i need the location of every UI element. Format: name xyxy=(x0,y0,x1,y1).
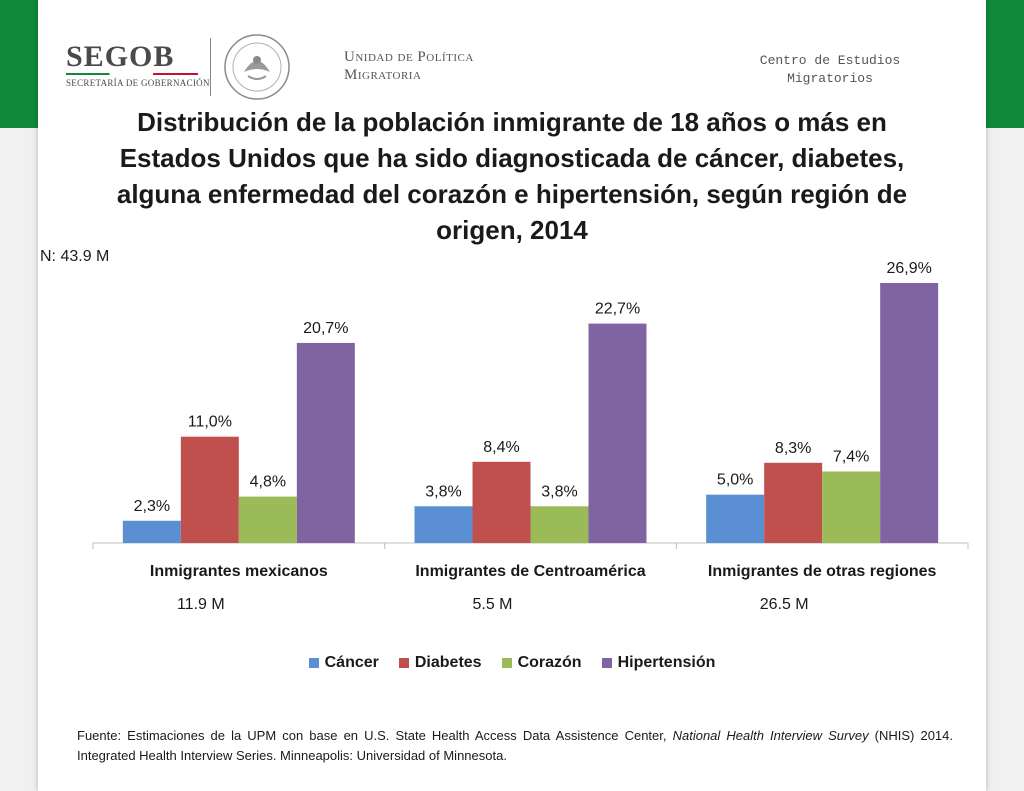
legend-swatch xyxy=(308,658,319,668)
legend-item-hipertension: Hipertensión xyxy=(601,654,716,672)
data-label-hipertension: 22,7% xyxy=(595,301,640,318)
chart-legend: Cáncer Diabetes Corazón Hipertensión xyxy=(0,654,1024,672)
logo-divider xyxy=(210,38,211,96)
legend-item-cancer: Cáncer xyxy=(308,654,379,672)
bar-diabetes xyxy=(180,436,239,543)
category-label: Inmigrantes de otras regiones xyxy=(708,563,937,580)
legend-label: Diabetes xyxy=(414,654,482,671)
legend-label: Cáncer xyxy=(324,654,379,671)
data-label-cancer: 5,0% xyxy=(717,472,753,489)
data-label-hipertension: 26,9% xyxy=(886,260,931,277)
source-suffix: (NHIS) 2014. Integrated Health Interview… xyxy=(77,728,954,763)
data-label-cancer: 2,3% xyxy=(134,498,170,515)
centro-name-line2: Migratorios xyxy=(787,71,873,86)
total-n-label: N: 43.9 M xyxy=(40,248,110,265)
source-survey-name: National Health Interview Survey xyxy=(672,728,869,743)
chart-title: Distribución de la población inmigrante … xyxy=(116,107,908,245)
bar-cancer xyxy=(706,494,765,543)
centro-name-line1: Centro de Estudios xyxy=(759,53,901,68)
category-total-label: 11.9 M xyxy=(177,596,225,613)
bar-diabetes xyxy=(764,462,823,543)
bar-corazon xyxy=(238,496,297,543)
unit-name-line1: Unidad de Política xyxy=(344,49,474,65)
data-label-corazon: 7,4% xyxy=(833,448,869,465)
bar-hipertension xyxy=(588,323,647,543)
source-prefix: Fuente: Estimaciones de la UPM con base … xyxy=(77,728,673,743)
bar-hipertension xyxy=(296,342,355,543)
data-label-diabetes: 8,3% xyxy=(775,440,811,457)
category-total-label: 26.5 M xyxy=(760,596,809,613)
segob-subtitle: SECRETARÍA DE GOBERNACIÓN xyxy=(66,78,210,88)
bar-hipertension xyxy=(880,283,939,543)
bar-diabetes xyxy=(472,461,531,543)
slide-card xyxy=(38,0,986,791)
legend-label: Corazón xyxy=(517,654,582,671)
data-label-corazon: 4,8% xyxy=(250,474,286,491)
bar-corazon xyxy=(822,471,881,543)
bar-cancer xyxy=(414,506,473,543)
data-label-diabetes: 8,4% xyxy=(483,439,519,456)
legend-item-diabetes: Diabetes xyxy=(398,654,482,672)
right-green-band xyxy=(986,0,1024,791)
legend-swatch xyxy=(398,658,409,668)
bar-cancer xyxy=(122,520,181,543)
centro-name: Centro de Estudios Migratorios xyxy=(730,52,930,88)
left-green-band xyxy=(0,0,38,791)
data-label-corazon: 3,8% xyxy=(541,483,577,500)
unit-name-line2: Migratoria xyxy=(344,67,422,83)
legend-item-corazon: Corazón xyxy=(501,654,582,672)
source-note: Fuente: Estimaciones de la UPM con base … xyxy=(77,726,953,766)
segob-logo: SEGOB xyxy=(66,40,175,73)
legend-swatch xyxy=(501,658,512,668)
bar-corazon xyxy=(530,506,589,543)
legend-label: Hipertensión xyxy=(617,654,716,671)
data-label-hipertension: 20,7% xyxy=(303,320,348,337)
data-label-cancer: 3,8% xyxy=(425,483,461,500)
category-total-label: 5.5 M xyxy=(472,596,512,613)
category-label: Inmigrantes de Centroamérica xyxy=(415,563,645,580)
unit-name: Unidad de Política Migratoria xyxy=(344,48,474,84)
national-seal-icon xyxy=(224,34,290,100)
segob-logo-stripe xyxy=(66,73,198,75)
legend-swatch xyxy=(601,658,612,668)
data-label-diabetes: 11,0% xyxy=(188,414,232,431)
category-label: Inmigrantes mexicanos xyxy=(150,563,328,580)
